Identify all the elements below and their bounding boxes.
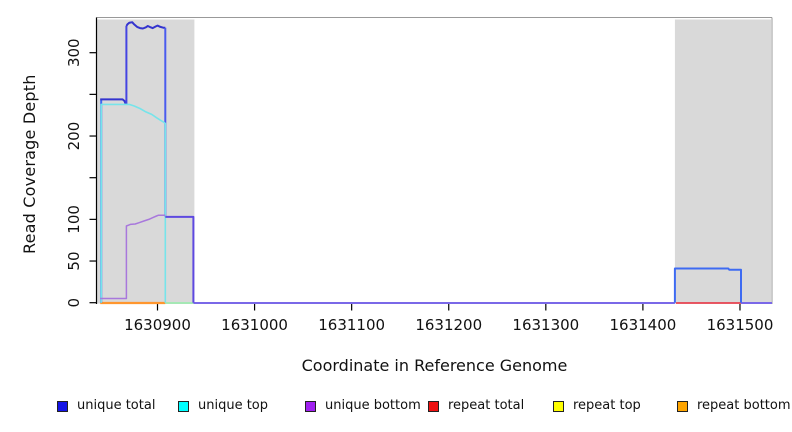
series-unique-combined-103 [165,215,195,303]
highlight-region [96,19,195,304]
x-tick-label: 1631500 [707,316,774,334]
legend-label: unique total [77,398,156,413]
unique-top-swatch-icon [178,400,189,412]
x-tick-label: 1631300 [512,316,579,334]
repeat-bottom-swatch-icon [677,400,688,412]
y-axis-title: Read Coverage Depth [20,74,39,254]
y-tick-label: 50 [65,251,83,270]
y-tick-label: 0 [65,298,83,308]
repeat-top-swatch-icon [553,400,564,412]
legend: unique total unique top unique bottom re… [0,398,792,418]
legend-item-repeat-bottom: repeat bottom [677,398,791,414]
repeat-total-swatch-icon [428,400,439,412]
series-unique-bottom [100,214,166,300]
x-tick-label: 1631000 [221,316,288,334]
coverage-plot: 0 50 100 200 300 1630900 1631000 1631100 1631200… [65,17,774,334]
series-unique-top [100,103,167,303]
highlight-region [674,19,771,304]
legend-label: repeat bottom [697,398,791,413]
legend-item-unique-bottom: unique bottom [305,398,421,414]
unique-bottom-swatch-icon [305,400,316,412]
legend-item-repeat-top: repeat top [553,398,641,414]
legend-label: unique bottom [325,398,421,413]
legend-item-unique-total: unique total [57,398,155,414]
x-tick-label: 1631100 [318,316,385,334]
series-unique-total-peak [125,21,166,30]
x-tick-label: 1631400 [609,316,676,334]
legend-label: repeat top [573,398,641,413]
series-unique-total-right-block [673,267,742,303]
legend-item-unique-top: unique top [178,398,268,414]
x-tick-label: 1631200 [415,316,482,334]
y-tick-label: 100 [65,205,83,234]
x-tick-label: 1630900 [124,316,191,334]
x-axis-title: Coordinate in Reference Genome [301,356,568,375]
legend-label: repeat total [448,398,525,413]
y-tick-label: 200 [65,122,83,151]
legend-label: unique top [198,398,269,413]
legend-item-repeat-total: repeat total [428,398,524,414]
unique-total-swatch-icon [57,400,68,412]
y-tick-label: 300 [65,38,83,67]
